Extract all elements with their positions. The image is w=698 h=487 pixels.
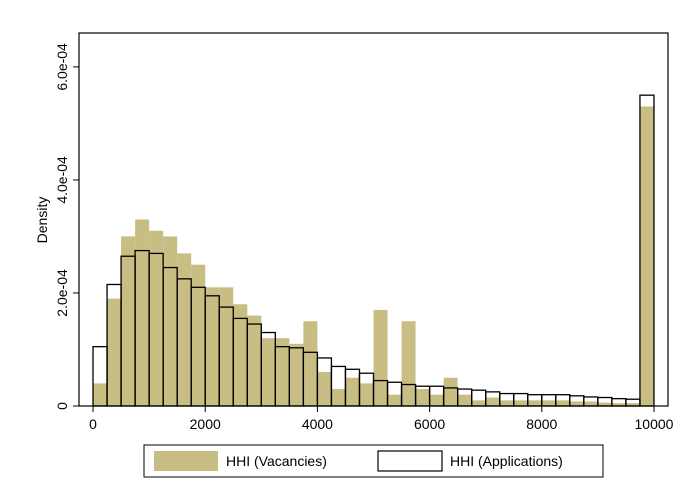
vacancies-bar [373, 309, 388, 406]
vacancies-bar [303, 321, 318, 406]
vacancies-bar [625, 403, 640, 406]
vacancies-bars [93, 106, 654, 406]
vacancies-bar [485, 397, 500, 406]
vacancies-bar [135, 219, 150, 406]
vacancies-bar [93, 383, 108, 406]
x-axis: 0 2000 4000 6000 8000 10000 [89, 406, 674, 432]
vacancies-bar [177, 253, 192, 406]
vacancies-bar [205, 287, 220, 406]
vacancies-bar [149, 230, 164, 406]
vacancies-bar [499, 400, 514, 406]
vacancies-bar [191, 264, 206, 406]
vacancies-bar [107, 298, 122, 406]
vacancies-bar [289, 343, 304, 406]
y-tick-label: 2.0e-04 [54, 269, 70, 317]
legend-swatch-applications [377, 450, 443, 472]
plot-area-frame [78, 32, 669, 407]
y-tick-label: 6.0e-04 [54, 43, 70, 91]
vacancies-bar [219, 287, 234, 406]
vacancies-bar [387, 394, 402, 406]
vacancies-bar [583, 401, 598, 406]
vacancies-bar [513, 400, 528, 406]
vacancies-bar [233, 304, 248, 406]
y-tick-label: 4.0e-04 [54, 156, 70, 204]
vacancies-bar [429, 394, 444, 406]
y-axis-title: Density [34, 197, 50, 244]
vacancies-bar [247, 315, 262, 406]
vacancies-bar [639, 106, 654, 406]
vacancies-bar [261, 338, 276, 406]
vacancies-bar [443, 377, 458, 406]
vacancies-bar [345, 377, 360, 406]
x-tick-label: 6000 [414, 416, 445, 432]
vacancies-bar [275, 338, 290, 406]
vacancies-bar [597, 402, 612, 406]
legend-box [143, 444, 604, 478]
vacancies-bar [569, 401, 584, 406]
vacancies-bar [317, 372, 332, 406]
vacancies-bar [415, 389, 430, 406]
vacancies-bar [457, 394, 472, 406]
legend: HHI (Vacancies) HHI (Applications) [143, 444, 604, 478]
legend-label-applications: HHI (Applications) [450, 453, 563, 469]
y-axis: 0 2.0e-04 4.0e-04 6.0e-04 [54, 43, 79, 410]
vacancies-bar [359, 383, 374, 406]
vacancies-bar [163, 236, 178, 406]
x-tick-label: 2000 [190, 416, 221, 432]
vacancies-bar [471, 400, 486, 406]
x-tick-label: 10000 [635, 416, 674, 432]
vacancies-bar [331, 389, 346, 406]
vacancies-bar [527, 400, 542, 406]
vacancies-bar [611, 403, 626, 406]
vacancies-bar [121, 236, 136, 406]
x-tick-label: 0 [89, 416, 97, 432]
y-tick-label: 0 [54, 402, 70, 410]
vacancies-bar [555, 400, 570, 406]
vacancies-bar [401, 321, 416, 406]
vacancies-bar [541, 400, 556, 406]
legend-label-vacancies: HHI (Vacancies) [226, 453, 327, 469]
x-tick-label: 8000 [526, 416, 557, 432]
x-tick-label: 4000 [302, 416, 333, 432]
legend-swatch-vacancies [154, 451, 218, 471]
